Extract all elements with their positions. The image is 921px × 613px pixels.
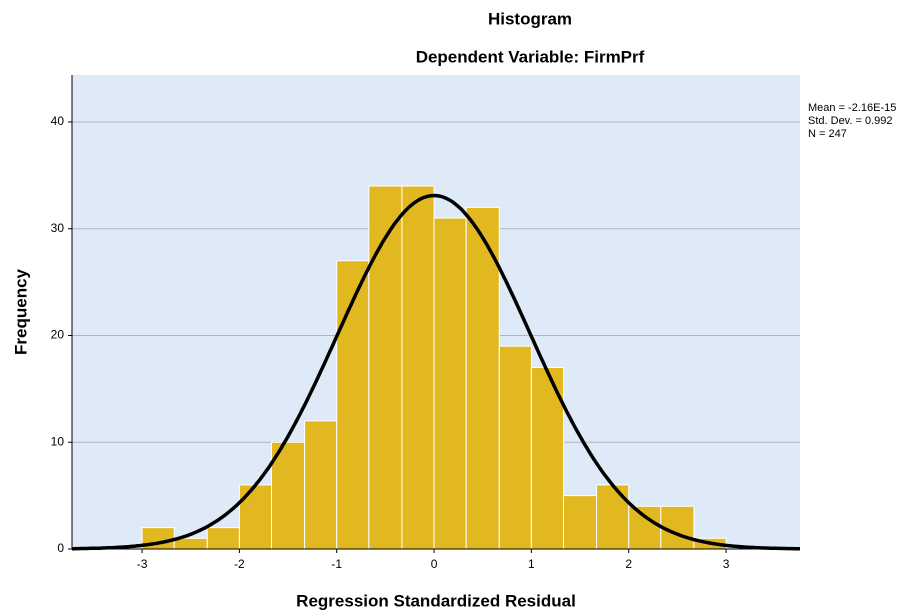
x-axis-label: Regression Standardized Residual (296, 591, 576, 610)
stat-label: Mean = -2.16E-15 (808, 102, 896, 114)
y-axis-label: Frequency (11, 268, 30, 355)
y-tick-label: 10 (51, 434, 65, 448)
bar (238, 484, 273, 550)
x-tick-label: 2 (625, 557, 632, 571)
x-tick-label: -1 (331, 557, 342, 571)
stat-label: N = 247 (808, 128, 847, 140)
x-tick-label: 0 (431, 557, 438, 571)
x-tick-label: 3 (723, 557, 730, 571)
x-tick-label: 1 (528, 557, 535, 571)
bar (465, 206, 500, 550)
chart-title: Histogram (488, 9, 572, 28)
chart-subtitle: Dependent Variable: FirmPrf (416, 47, 645, 66)
bar (304, 420, 338, 550)
bar (498, 345, 532, 550)
bar (368, 185, 403, 550)
stat-label: Std. Dev. = 0.992 (808, 115, 893, 127)
bar (628, 505, 662, 550)
x-tick-label: -3 (137, 557, 148, 571)
y-tick-label: 40 (51, 114, 65, 128)
bar (206, 527, 240, 550)
y-tick-label: 30 (51, 221, 65, 235)
normal-curve (72, 193, 800, 551)
bar (433, 217, 467, 550)
x-tick-label: -2 (234, 557, 245, 571)
bar (562, 495, 598, 550)
bar (596, 484, 630, 550)
y-tick-label: 0 (57, 541, 64, 555)
y-tick-label: 20 (51, 328, 65, 342)
bar (401, 185, 435, 550)
